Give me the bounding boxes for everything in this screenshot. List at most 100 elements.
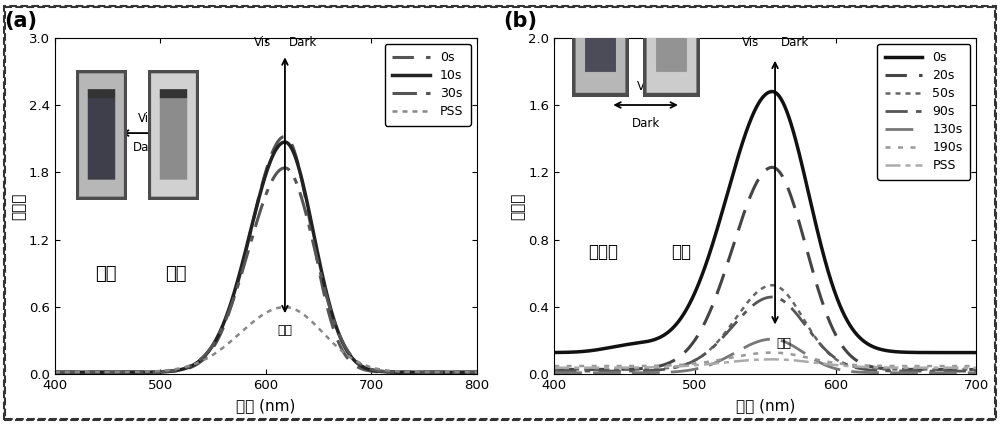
Line: 190s: 190s (554, 353, 976, 366)
Line: 130s: 130s (554, 339, 976, 373)
0s (621, 342, 633, 347)
20s (596, 367, 608, 372)
20s (917, 367, 929, 372)
50s (766, 283, 778, 288)
Text: 降低: 降低 (776, 338, 791, 350)
Text: 降低: 降低 (277, 324, 292, 337)
90s (621, 368, 633, 374)
Line: 50s: 50s (554, 285, 976, 369)
0s (596, 346, 608, 351)
PSS (463, 370, 475, 375)
PSS (621, 365, 633, 370)
Text: Dark: Dark (133, 141, 161, 154)
0s (766, 89, 778, 94)
130s (962, 370, 974, 375)
190s (962, 363, 974, 368)
50s (970, 367, 982, 372)
50s (962, 367, 974, 372)
190s (970, 363, 982, 368)
50s (917, 367, 929, 372)
X-axis label: 波长 (nm): 波长 (nm) (736, 398, 795, 413)
0s (463, 370, 475, 375)
Text: 蓝色: 蓝色 (95, 265, 116, 283)
30s (97, 370, 109, 375)
20s (710, 294, 722, 299)
Line: PSS: PSS (55, 307, 477, 372)
50s (548, 367, 560, 372)
0s (970, 350, 982, 355)
0s (49, 370, 61, 375)
0s (728, 167, 740, 172)
20s (962, 367, 974, 372)
190s (596, 363, 608, 368)
190s (710, 358, 722, 363)
PSS (970, 365, 982, 370)
90s (710, 342, 722, 347)
Line: 20s: 20s (554, 167, 976, 369)
PSS (229, 335, 241, 340)
Line: 0s: 0s (554, 92, 976, 353)
Text: (b): (b) (503, 11, 537, 31)
30s (122, 370, 134, 375)
30s (463, 370, 475, 375)
190s (917, 363, 929, 368)
Text: Dark: Dark (631, 117, 660, 130)
190s (766, 350, 778, 355)
Legend: 0s, 20s, 50s, 90s, 130s, 190s, PSS: 0s, 20s, 50s, 90s, 130s, 190s, PSS (877, 44, 970, 180)
0s (229, 290, 241, 296)
X-axis label: 波长 (nm): 波长 (nm) (236, 398, 296, 413)
10s (97, 370, 109, 375)
50s (621, 367, 633, 372)
Line: 90s: 90s (554, 297, 976, 371)
Legend: 0s, 10s, 30s, PSS: 0s, 10s, 30s, PSS (385, 44, 471, 126)
0s (211, 339, 223, 344)
PSS (710, 361, 722, 366)
10s (211, 336, 223, 341)
Y-axis label: 吸光度: 吸光度 (510, 192, 525, 220)
30s (49, 370, 61, 375)
PSS (122, 370, 134, 375)
0s (471, 370, 483, 375)
0s (962, 350, 974, 355)
PSS (548, 365, 560, 370)
10s (417, 370, 429, 375)
0s (97, 370, 109, 375)
90s (766, 294, 778, 299)
PSS (279, 304, 291, 310)
PSS (417, 370, 429, 375)
130s (970, 370, 982, 375)
30s (211, 336, 223, 341)
20s (970, 367, 982, 372)
50s (596, 367, 608, 372)
PSS (917, 365, 929, 370)
20s (728, 240, 740, 245)
Text: (a): (a) (4, 11, 37, 31)
PSS (97, 370, 109, 375)
130s (766, 337, 778, 342)
Text: Vis: Vis (138, 112, 155, 125)
PSS (49, 370, 61, 375)
30s (417, 370, 429, 375)
50s (710, 341, 722, 346)
Text: 紫红色: 紫红色 (588, 243, 618, 261)
130s (621, 370, 633, 375)
0s (122, 370, 134, 375)
Line: PSS: PSS (554, 359, 976, 368)
Text: Dark: Dark (289, 36, 317, 49)
20s (766, 165, 778, 170)
PSS (471, 370, 483, 375)
10s (122, 370, 134, 375)
Line: 0s: 0s (55, 137, 477, 372)
Text: Vis: Vis (742, 36, 760, 50)
0s (710, 230, 722, 235)
Text: Vis: Vis (637, 80, 654, 93)
Text: 无色: 无色 (165, 265, 187, 283)
PSS (211, 350, 223, 355)
130s (728, 351, 740, 356)
130s (596, 370, 608, 375)
130s (548, 370, 560, 375)
90s (962, 368, 974, 374)
30s (279, 165, 291, 170)
PSS (766, 357, 778, 362)
10s (463, 370, 475, 375)
